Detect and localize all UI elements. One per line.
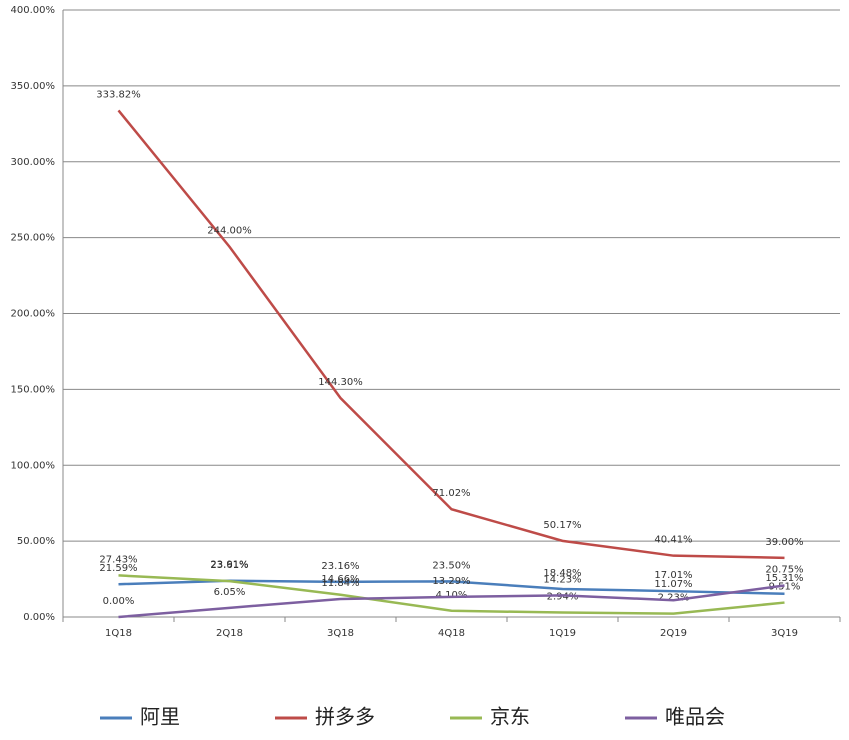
legend-label: 阿里 bbox=[140, 705, 180, 729]
y-tick-label: 0.00% bbox=[23, 612, 55, 623]
data-label: 17.01% bbox=[654, 570, 692, 581]
data-label: 14.66% bbox=[321, 574, 359, 585]
data-label: 9.51% bbox=[769, 582, 801, 593]
data-label: 15.31% bbox=[765, 573, 803, 584]
x-tick-label: 3Q19 bbox=[771, 628, 798, 639]
data-label: 333.82% bbox=[96, 89, 141, 100]
y-tick-label: 300.00% bbox=[11, 157, 56, 168]
data-label: 20.75% bbox=[765, 565, 803, 576]
data-label: 50.17% bbox=[543, 520, 581, 531]
series-line bbox=[118, 584, 785, 619]
y-tick-label: 400.00% bbox=[11, 5, 56, 16]
x-tick-label: 2Q18 bbox=[216, 628, 243, 639]
data-label: 23.91% bbox=[210, 560, 248, 571]
data-label: 39.00% bbox=[765, 537, 803, 548]
x-tick-label: 1Q19 bbox=[549, 628, 576, 639]
x-tick-label: 4Q18 bbox=[438, 628, 465, 639]
data-label: 2.94% bbox=[547, 592, 579, 603]
data-label: 4.10% bbox=[436, 590, 468, 601]
legend-label: 拼多多 bbox=[315, 705, 375, 729]
data-label: 23.16% bbox=[321, 561, 359, 572]
y-tick-label: 350.00% bbox=[11, 81, 56, 92]
data-label: 244.00% bbox=[207, 226, 252, 237]
x-tick-label: 2Q19 bbox=[660, 628, 687, 639]
data-label: 11.84% bbox=[321, 578, 359, 589]
data-label: 144.30% bbox=[318, 377, 363, 388]
data-label: 23.61% bbox=[210, 560, 248, 571]
data-label: 23.50% bbox=[432, 560, 470, 571]
data-label: 6.05% bbox=[214, 587, 246, 598]
legend-label: 唯品会 bbox=[665, 705, 725, 729]
data-label: 13.29% bbox=[432, 576, 470, 587]
series-line bbox=[117, 109, 785, 560]
y-tick-label: 50.00% bbox=[17, 536, 55, 547]
series-line bbox=[118, 574, 785, 615]
legend-label: 京东 bbox=[490, 705, 530, 729]
y-tick-label: 150.00% bbox=[11, 384, 56, 395]
y-tick-label: 250.00% bbox=[11, 233, 56, 244]
y-tick-label: 100.00% bbox=[11, 460, 56, 471]
x-tick-label: 3Q18 bbox=[327, 628, 354, 639]
y-tick-label: 200.00% bbox=[11, 309, 56, 320]
data-label: 14.23% bbox=[543, 574, 581, 585]
data-label: 2.23% bbox=[658, 593, 690, 604]
data-label: 21.59% bbox=[99, 563, 137, 574]
data-label: 11.07% bbox=[654, 579, 692, 590]
data-label: 18.48% bbox=[543, 568, 581, 579]
data-label: 71.02% bbox=[432, 488, 470, 499]
x-tick-label: 1Q18 bbox=[105, 628, 132, 639]
data-label: 40.41% bbox=[654, 535, 692, 546]
data-label: 27.43% bbox=[99, 554, 137, 565]
data-label: 0.00% bbox=[103, 596, 135, 607]
